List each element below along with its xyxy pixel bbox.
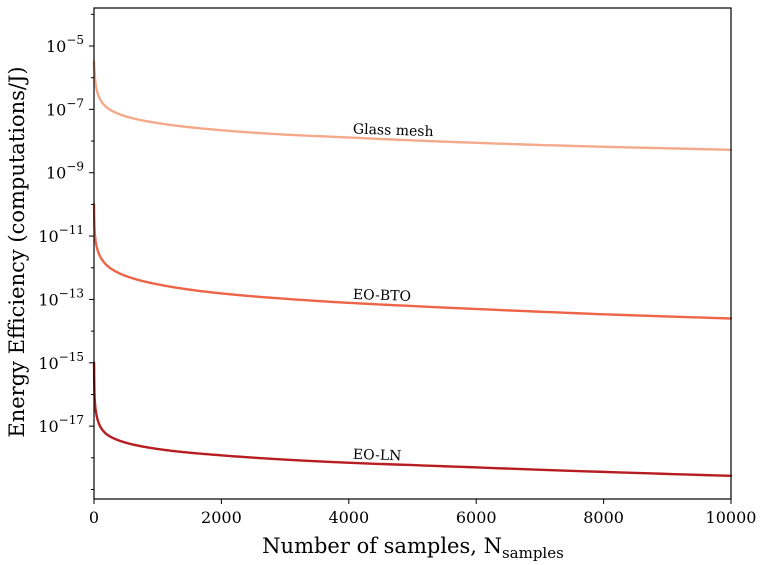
series-labels: Glass mesh EO-BTO EO-LN [353, 121, 434, 464]
plot-frame [93, 7, 732, 500]
y-tick-label-2: 10−9 [46, 160, 84, 183]
x-axis-title: Number of samples, Nsamples [262, 534, 564, 562]
y-tick-label-5: 10−15 [38, 350, 84, 373]
series-line-eo-ln [92, 361, 733, 478]
series-line-eo-bto [92, 203, 733, 320]
y-tick-label-4: 10−13 [38, 286, 84, 309]
series-label-eo-ln: EO-LN [353, 447, 402, 465]
y-tick-label-0: 10−5 [46, 33, 84, 56]
x-tick-label-2000: 2000 [201, 508, 242, 527]
series-label-eo-bto: EO-BTO [353, 287, 412, 305]
x-axis-title-main: Number of samples, N [262, 534, 502, 558]
x-tick-label-8000: 8000 [583, 508, 624, 527]
x-tick-label-6000: 6000 [456, 508, 497, 527]
series-label-glass-mesh: Glass mesh [353, 121, 434, 140]
y-tick-label-3: 10−11 [38, 223, 84, 246]
y-tick-label-1: 10−7 [46, 96, 84, 119]
axes: 0 2000 4000 6000 8000 10000 10−5 10−7 10−9 10−11 1… [38, 7, 757, 527]
x-axis-title-subscript: samples [502, 544, 564, 562]
y-tick-label-6: 10−17 [38, 413, 84, 436]
x-tick-label-10000: 10000 [706, 508, 757, 527]
y-axis-title: Energy Efficiency (computations/J) [5, 66, 29, 437]
x-tick-label-0: 0 [89, 508, 99, 527]
x-tick-label-4000: 4000 [328, 508, 369, 527]
